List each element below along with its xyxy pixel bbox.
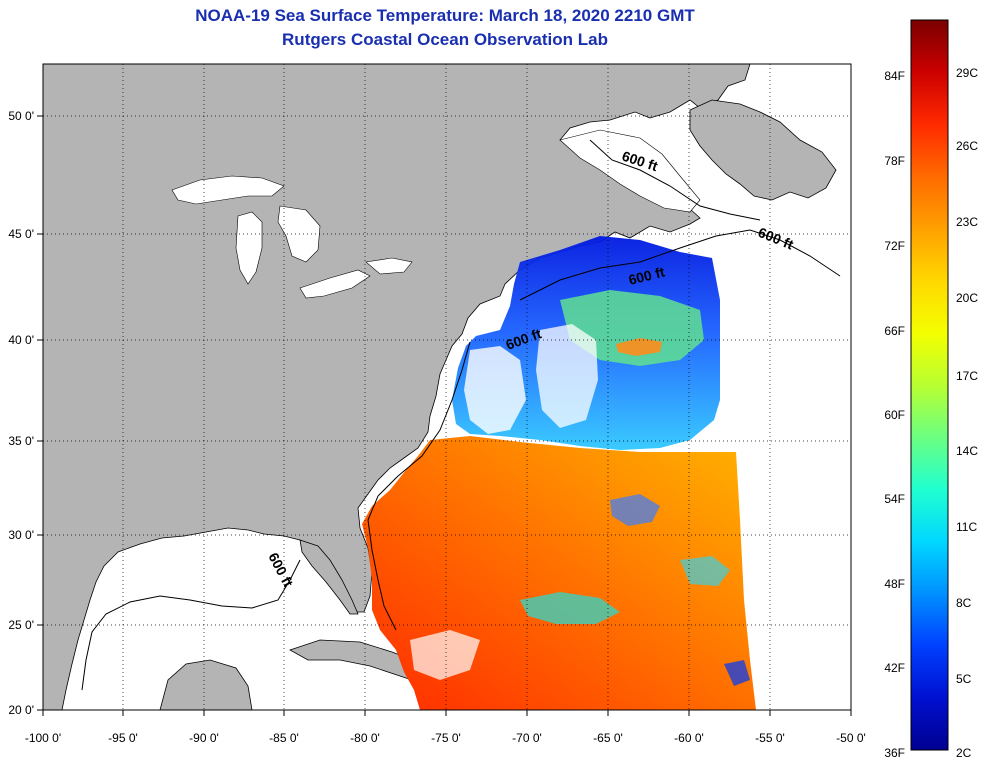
colorbar-fahrenheit-labels: 84F 78F 72F 66F 60F 54F 48F 42F 36F bbox=[884, 69, 905, 760]
lat-tick-label: 30 0' bbox=[8, 528, 34, 542]
lake-erie bbox=[299, 269, 371, 299]
lat-tick-label: 40 0' bbox=[8, 333, 34, 347]
colorbar-c-label: 17C bbox=[956, 369, 978, 383]
isobath-gulf-stlawrence bbox=[589, 139, 761, 221]
land-florida bbox=[299, 539, 359, 615]
lon-tick-label: -100 0' bbox=[25, 731, 61, 745]
sst-gulfstream-warm-eddy bbox=[616, 338, 662, 356]
lat-tick-label: 45 0' bbox=[8, 227, 34, 241]
lat-tick-label: 20 0' bbox=[8, 703, 34, 717]
map-subtitle: Rutgers Coastal Ocean Observation Lab bbox=[282, 30, 608, 49]
gulf-st-lawrence bbox=[559, 129, 701, 213]
lon-tick-label: -60 0' bbox=[674, 731, 704, 745]
colorbar-f-label: 66F bbox=[884, 324, 905, 338]
colorbar-c-label: 2C bbox=[956, 746, 972, 760]
lon-tick-label: -95 0' bbox=[108, 731, 138, 745]
lake-michigan bbox=[235, 211, 263, 285]
sst-warm-band-cool-patch-3 bbox=[680, 556, 730, 586]
colorbar bbox=[910, 19, 949, 751]
land-yucatan bbox=[159, 659, 253, 710]
lat-tick-label: 50 0' bbox=[8, 109, 34, 123]
lon-tick-label: -90 0' bbox=[189, 731, 219, 745]
lon-tick-label: -70 0' bbox=[512, 731, 542, 745]
sst-cloud-streaks-2 bbox=[536, 324, 598, 428]
colorbar-f-label: 36F bbox=[884, 746, 905, 760]
isobath-northeast bbox=[519, 229, 841, 301]
isobath-southeast bbox=[367, 341, 471, 631]
latitude-axis: 50 0' 45 0' 40 0' 35 0' 30 0' 25 0' 20 0' bbox=[8, 109, 43, 717]
map-title: NOAA-19 Sea Surface Temperature: March 1… bbox=[195, 6, 695, 25]
colorbar-c-label: 11C bbox=[956, 520, 977, 534]
lat-tick-label: 25 0' bbox=[8, 618, 34, 632]
land-north-america bbox=[43, 64, 751, 710]
sst-cloud-patch-south bbox=[410, 630, 480, 680]
lat-tick-label: 35 0' bbox=[8, 434, 34, 448]
isobath-gulf-mexico bbox=[81, 559, 301, 691]
colorbar-f-label: 78F bbox=[884, 154, 905, 168]
colorbar-celsius-labels: 29C 26C 23C 20C 17C 14C 11C 8C 5C 2C bbox=[956, 66, 978, 760]
lake-superior bbox=[171, 175, 285, 205]
land-newfoundland bbox=[689, 99, 837, 201]
lon-tick-label: -75 0' bbox=[431, 731, 461, 745]
colorbar-c-label: 8C bbox=[956, 596, 972, 610]
lon-tick-label: -80 0' bbox=[350, 731, 380, 745]
colorbar-f-label: 84F bbox=[884, 69, 905, 83]
colorbar-f-label: 42F bbox=[884, 661, 905, 675]
sst-warm-band-cool-patch-2 bbox=[610, 494, 660, 526]
colorbar-f-label: 48F bbox=[884, 577, 905, 591]
plot-frame bbox=[42, 63, 852, 711]
lon-tick-label: -50 0' bbox=[836, 731, 866, 745]
lat-lon-grid bbox=[43, 64, 851, 710]
colorbar-c-label: 5C bbox=[956, 672, 972, 686]
colorbar-f-label: 54F bbox=[884, 492, 905, 506]
colorbar-c-label: 26C bbox=[956, 139, 978, 153]
colorbar-c-label: 20C bbox=[956, 291, 978, 305]
colorbar-f-label: 60F bbox=[884, 408, 905, 422]
lon-tick-label: -55 0' bbox=[755, 731, 785, 745]
lon-tick-label: -85 0' bbox=[269, 731, 299, 745]
sst-cloud-streaks bbox=[464, 346, 526, 434]
colorbar-c-label: 14C bbox=[956, 444, 978, 458]
lake-ontario bbox=[365, 257, 413, 275]
sst-warm-band-blue-patch bbox=[724, 660, 750, 686]
colorbar-c-label: 23C bbox=[956, 215, 978, 229]
colorbar-f-label: 72F bbox=[884, 239, 905, 253]
lon-tick-label: -65 0' bbox=[593, 731, 623, 745]
sst-warm-band-cool-patch-1 bbox=[520, 592, 620, 624]
longitude-axis: -100 0' -95 0' -90 0' -85 0' -80 0' -75 0' -70… bbox=[25, 710, 866, 745]
colorbar-c-label: 29C bbox=[956, 66, 978, 80]
